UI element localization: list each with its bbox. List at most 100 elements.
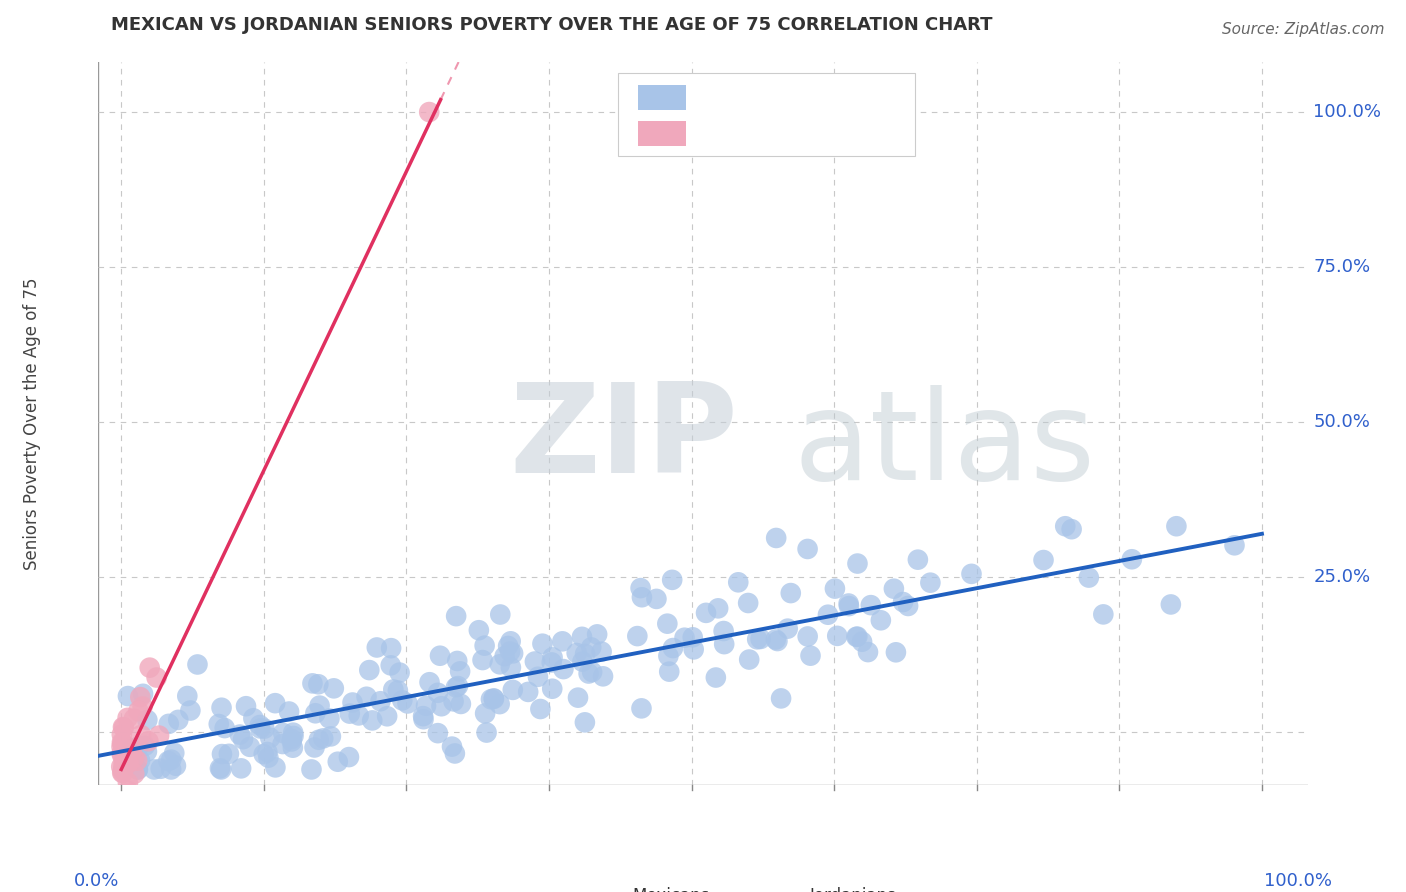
Point (304, 706, 326, 721)
Point (356, 690, 378, 704)
Text: 198: 198 (842, 89, 877, 107)
Point (271, 737, 294, 751)
Point (312, 731, 335, 746)
Point (489, 607, 512, 622)
Point (567, 690, 589, 705)
Point (796, 541, 818, 556)
Point (157, 716, 180, 731)
Point (127, 763, 149, 777)
Text: 100.0%: 100.0% (1264, 871, 1331, 889)
Point (375, 709, 398, 723)
Point (138, 734, 160, 748)
Point (571, 655, 593, 669)
Point (682, 642, 704, 657)
Point (499, 634, 522, 648)
Point (388, 665, 411, 680)
Point (502, 682, 524, 697)
Point (531, 637, 554, 651)
Point (132, 687, 155, 701)
Point (117, 784, 139, 798)
Point (111, 746, 134, 760)
Point (869, 613, 891, 627)
Point (468, 624, 491, 638)
Text: Seniors Poverty Over the Age of 75: Seniors Poverty Over the Age of 75 (22, 277, 41, 570)
Point (765, 632, 787, 647)
Point (229, 728, 252, 742)
Point (157, 754, 180, 768)
Point (540, 656, 562, 670)
Point (884, 645, 907, 659)
Point (825, 629, 848, 643)
Point (318, 711, 340, 725)
Point (218, 747, 240, 761)
Point (122, 712, 145, 726)
Point (121, 744, 143, 758)
Point (347, 708, 370, 723)
Point (657, 648, 679, 663)
Point (475, 725, 498, 739)
Point (111, 736, 134, 750)
Point (129, 690, 152, 705)
Text: Source: ZipAtlas.com: Source: ZipAtlas.com (1222, 22, 1385, 37)
Point (396, 697, 419, 711)
Point (179, 704, 201, 718)
Point (419, 675, 441, 690)
Point (631, 591, 654, 605)
Point (208, 761, 231, 775)
Point (474, 639, 496, 653)
Point (271, 726, 294, 740)
Point (523, 655, 546, 669)
Point (496, 639, 519, 653)
Point (118, 787, 141, 801)
Text: 0.0%: 0.0% (75, 871, 120, 889)
Point (127, 754, 149, 768)
Point (124, 767, 146, 781)
Point (856, 645, 879, 659)
Point (482, 691, 505, 706)
Point (450, 697, 472, 711)
Point (444, 747, 467, 761)
FancyBboxPatch shape (619, 73, 915, 156)
Text: 0.763: 0.763 (740, 125, 792, 143)
Point (186, 657, 208, 672)
Point (211, 700, 233, 714)
FancyBboxPatch shape (638, 120, 686, 146)
Point (488, 657, 510, 672)
Point (114, 758, 136, 772)
Point (111, 720, 134, 734)
Point (565, 646, 588, 660)
Point (662, 641, 685, 656)
Point (488, 697, 510, 711)
Point (278, 705, 301, 719)
Point (326, 755, 349, 769)
Point (846, 630, 869, 644)
Point (738, 652, 761, 666)
Point (117, 756, 139, 771)
Point (471, 653, 494, 667)
Point (111, 735, 134, 749)
Point (707, 601, 730, 615)
Point (960, 566, 983, 581)
Text: MEXICAN VS JORDANIAN SENIORS POVERTY OVER THE AGE OF 75 CORRELATION CHART: MEXICAN VS JORDANIAN SENIORS POVERTY OVE… (111, 15, 993, 34)
Point (695, 606, 717, 620)
Point (176, 689, 198, 703)
Text: R =: R = (699, 89, 735, 107)
Point (883, 582, 905, 596)
Point (111, 765, 134, 780)
Text: R =: R = (699, 125, 735, 143)
Point (630, 701, 652, 715)
Point (415, 698, 437, 713)
Point (499, 660, 522, 674)
Point (304, 740, 326, 755)
Text: Mexicans: Mexicans (633, 887, 710, 892)
Text: 100.0%: 100.0% (1313, 103, 1381, 121)
Point (134, 739, 156, 753)
Point (574, 715, 596, 730)
Point (891, 595, 914, 609)
Point (479, 692, 502, 706)
Text: N =: N = (804, 125, 841, 143)
Point (779, 586, 801, 600)
Point (112, 754, 135, 768)
Point (447, 679, 470, 693)
Point (165, 758, 187, 772)
